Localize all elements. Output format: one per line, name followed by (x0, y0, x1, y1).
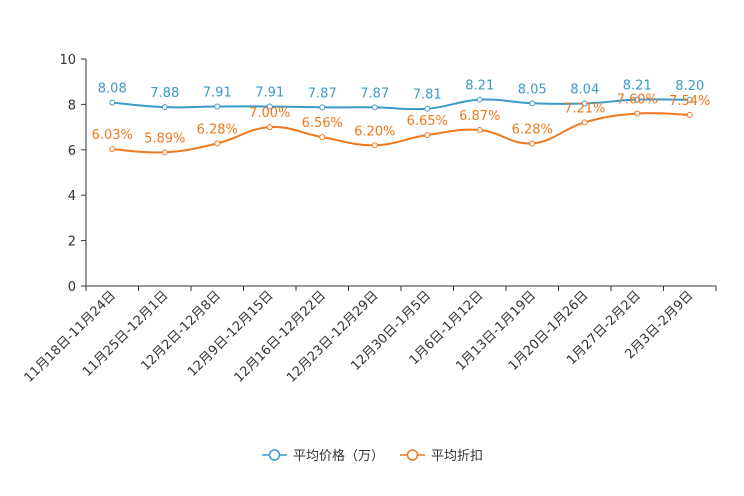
data-point (371, 142, 378, 149)
data-label: 7.87 (360, 86, 389, 101)
series-1: 8.08 7.88 7.91 7.91 7.87 7.87 7.81 8.21 8.05 8.04… (98, 79, 704, 112)
data-label: 6.20% (354, 124, 395, 139)
axes: 024681011月18日-11月24日11月25日-12月1日12月2日-12… (22, 53, 717, 386)
data-point (266, 103, 273, 110)
data-point (109, 146, 116, 153)
legend: 平均价格（万） 平均折扣 (262, 448, 483, 464)
legend-marker-icon (406, 449, 419, 461)
data-label: 6.87% (459, 109, 500, 124)
data-point (634, 110, 641, 117)
data-point (686, 96, 693, 103)
data-label: 6.65% (407, 114, 448, 129)
y-tick-label: 6 (68, 144, 76, 159)
series-2: 6.03% 5.89% 6.28% 7.00% 6.56% 6.20% 6.65% 6.87%… (92, 92, 710, 156)
legend-item-1: 平均价格（万） (262, 448, 384, 464)
y-tick-label: 10 (59, 53, 76, 68)
data-label: 6.03% (92, 128, 133, 143)
data-label: 8.04 (570, 82, 599, 97)
series-line (112, 98, 690, 111)
series-layer: 8.08 7.88 7.91 7.91 7.87 7.87 7.81 8.21 8.05 8.04… (92, 79, 710, 156)
data-label: 8.21 (623, 79, 652, 94)
data-label: 6.28% (197, 122, 238, 137)
data-point (214, 140, 221, 147)
data-label: 8.08 (98, 82, 127, 97)
legend-marker-icon (268, 449, 281, 461)
data-label: 6.28% (512, 122, 553, 137)
data-label: 7.91 (203, 85, 232, 100)
legend-label: 平均价格（万） (293, 448, 384, 464)
y-tick-label: 4 (68, 189, 76, 204)
data-point (476, 96, 483, 103)
y-tick-label: 2 (68, 235, 76, 250)
data-label: 7.87 (308, 86, 337, 101)
x-tick-label: 11月18日-11月24日 (22, 288, 119, 385)
data-label: 7.60% (617, 92, 658, 107)
y-tick-label: 8 (68, 98, 76, 113)
data-point (424, 105, 431, 112)
legend-item-2: 平均折扣 (400, 449, 483, 464)
data-point (161, 104, 168, 111)
x-tick-label: 12月23日-12月29日 (284, 288, 381, 385)
data-point (581, 119, 588, 126)
data-label: 7.81 (413, 88, 442, 103)
data-point (476, 127, 483, 134)
data-label: 7.88 (150, 86, 179, 101)
data-point (161, 149, 168, 156)
data-label: 8.05 (518, 82, 547, 97)
data-point (529, 100, 536, 107)
data-point (319, 104, 326, 111)
data-point (371, 104, 378, 111)
data-label: 8.20 (675, 79, 704, 94)
data-point (319, 134, 326, 141)
data-label: 7.21% (564, 101, 605, 116)
series-line (112, 112, 690, 154)
data-point (686, 111, 693, 118)
data-label: 6.56% (302, 116, 343, 131)
data-label: 7.54% (669, 94, 710, 109)
data-point (581, 100, 588, 107)
legend-label: 平均折扣 (431, 449, 483, 464)
data-point (529, 140, 536, 147)
y-tick-label: 0 (68, 280, 76, 295)
data-point (214, 103, 221, 110)
data-label: 7.00% (249, 106, 290, 121)
data-label: 8.21 (465, 79, 494, 94)
data-point (266, 124, 273, 131)
x-tick-label: 12月16日-12月22日 (232, 288, 329, 385)
data-point (424, 132, 431, 139)
data-point (109, 99, 116, 106)
data-label: 5.89% (144, 131, 185, 146)
data-point (634, 96, 641, 103)
data-label: 7.91 (255, 85, 284, 100)
